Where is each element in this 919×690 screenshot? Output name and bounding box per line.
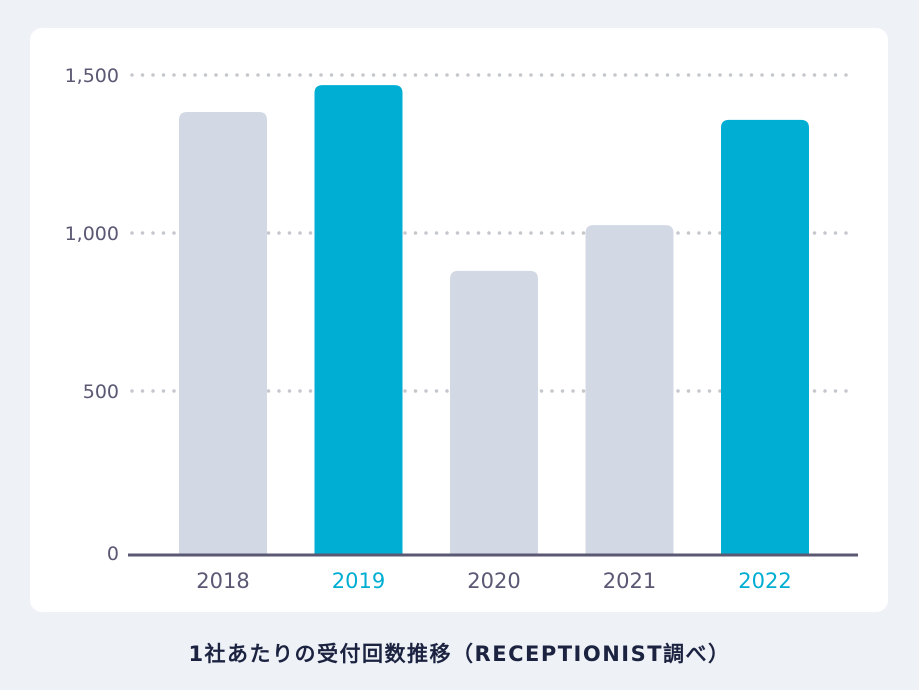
x-tick-label: 2021 (603, 569, 656, 593)
bar-2022 (721, 119, 809, 555)
y-tick-label: 0 (107, 543, 119, 565)
x-tick-label: 2019 (332, 569, 385, 593)
bar-2020 (450, 270, 538, 555)
bar-2021 (585, 225, 674, 555)
x-tick-label: 2020 (467, 569, 520, 593)
y-tick-label: 1,000 (65, 223, 119, 245)
chart-title: 1社あたりの受付回数推移（RECEPTIONIST調べ） (188, 642, 731, 666)
y-tick-label: 1,500 (65, 65, 119, 87)
y-tick-label: 500 (83, 381, 119, 403)
bar-2019 (314, 85, 403, 555)
bar-2018 (179, 111, 267, 556)
x-tick-label: 2022 (738, 569, 791, 593)
x-tick-label: 2018 (196, 569, 249, 593)
